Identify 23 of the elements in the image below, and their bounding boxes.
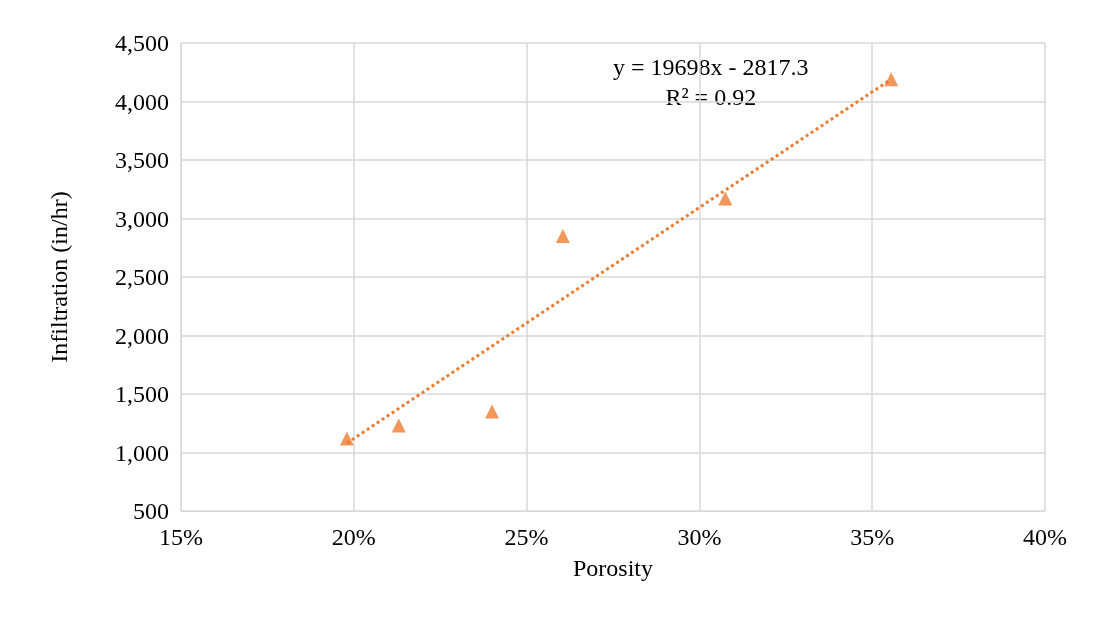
point	[718, 191, 733, 206]
point	[391, 418, 406, 433]
y-tick-label: 4,000	[115, 88, 169, 115]
y-axis-title: Infiltration (in/hr)	[46, 191, 72, 363]
annotation: y = 19698x - 2817.3	[613, 54, 809, 80]
y-tick-label: 3,500	[115, 147, 169, 173]
y-tick-label: 1,500	[115, 381, 169, 407]
point	[555, 229, 570, 244]
x-tick-label: 40%	[1023, 524, 1067, 550]
point	[485, 404, 500, 419]
y-tick-label: 3,000	[115, 205, 169, 232]
y-tick-label: 4,500	[115, 30, 169, 56]
y-tick-label: 2,500	[115, 264, 169, 290]
x-tick-label: 30%	[677, 524, 722, 550]
x-tick-label: 35%	[850, 524, 895, 550]
x-tick-label: 25%	[504, 524, 549, 550]
x-tick-label: 15%	[159, 524, 203, 550]
x-tick-label: 20%	[331, 524, 376, 550]
y-tick-label: 1,000	[115, 439, 169, 466]
x-axis-title: Porosity	[572, 555, 654, 581]
y-tick-label: 500	[133, 498, 169, 524]
y-tick-label: 2,000	[115, 322, 169, 349]
annotation: R² = 0.92	[665, 84, 757, 110]
